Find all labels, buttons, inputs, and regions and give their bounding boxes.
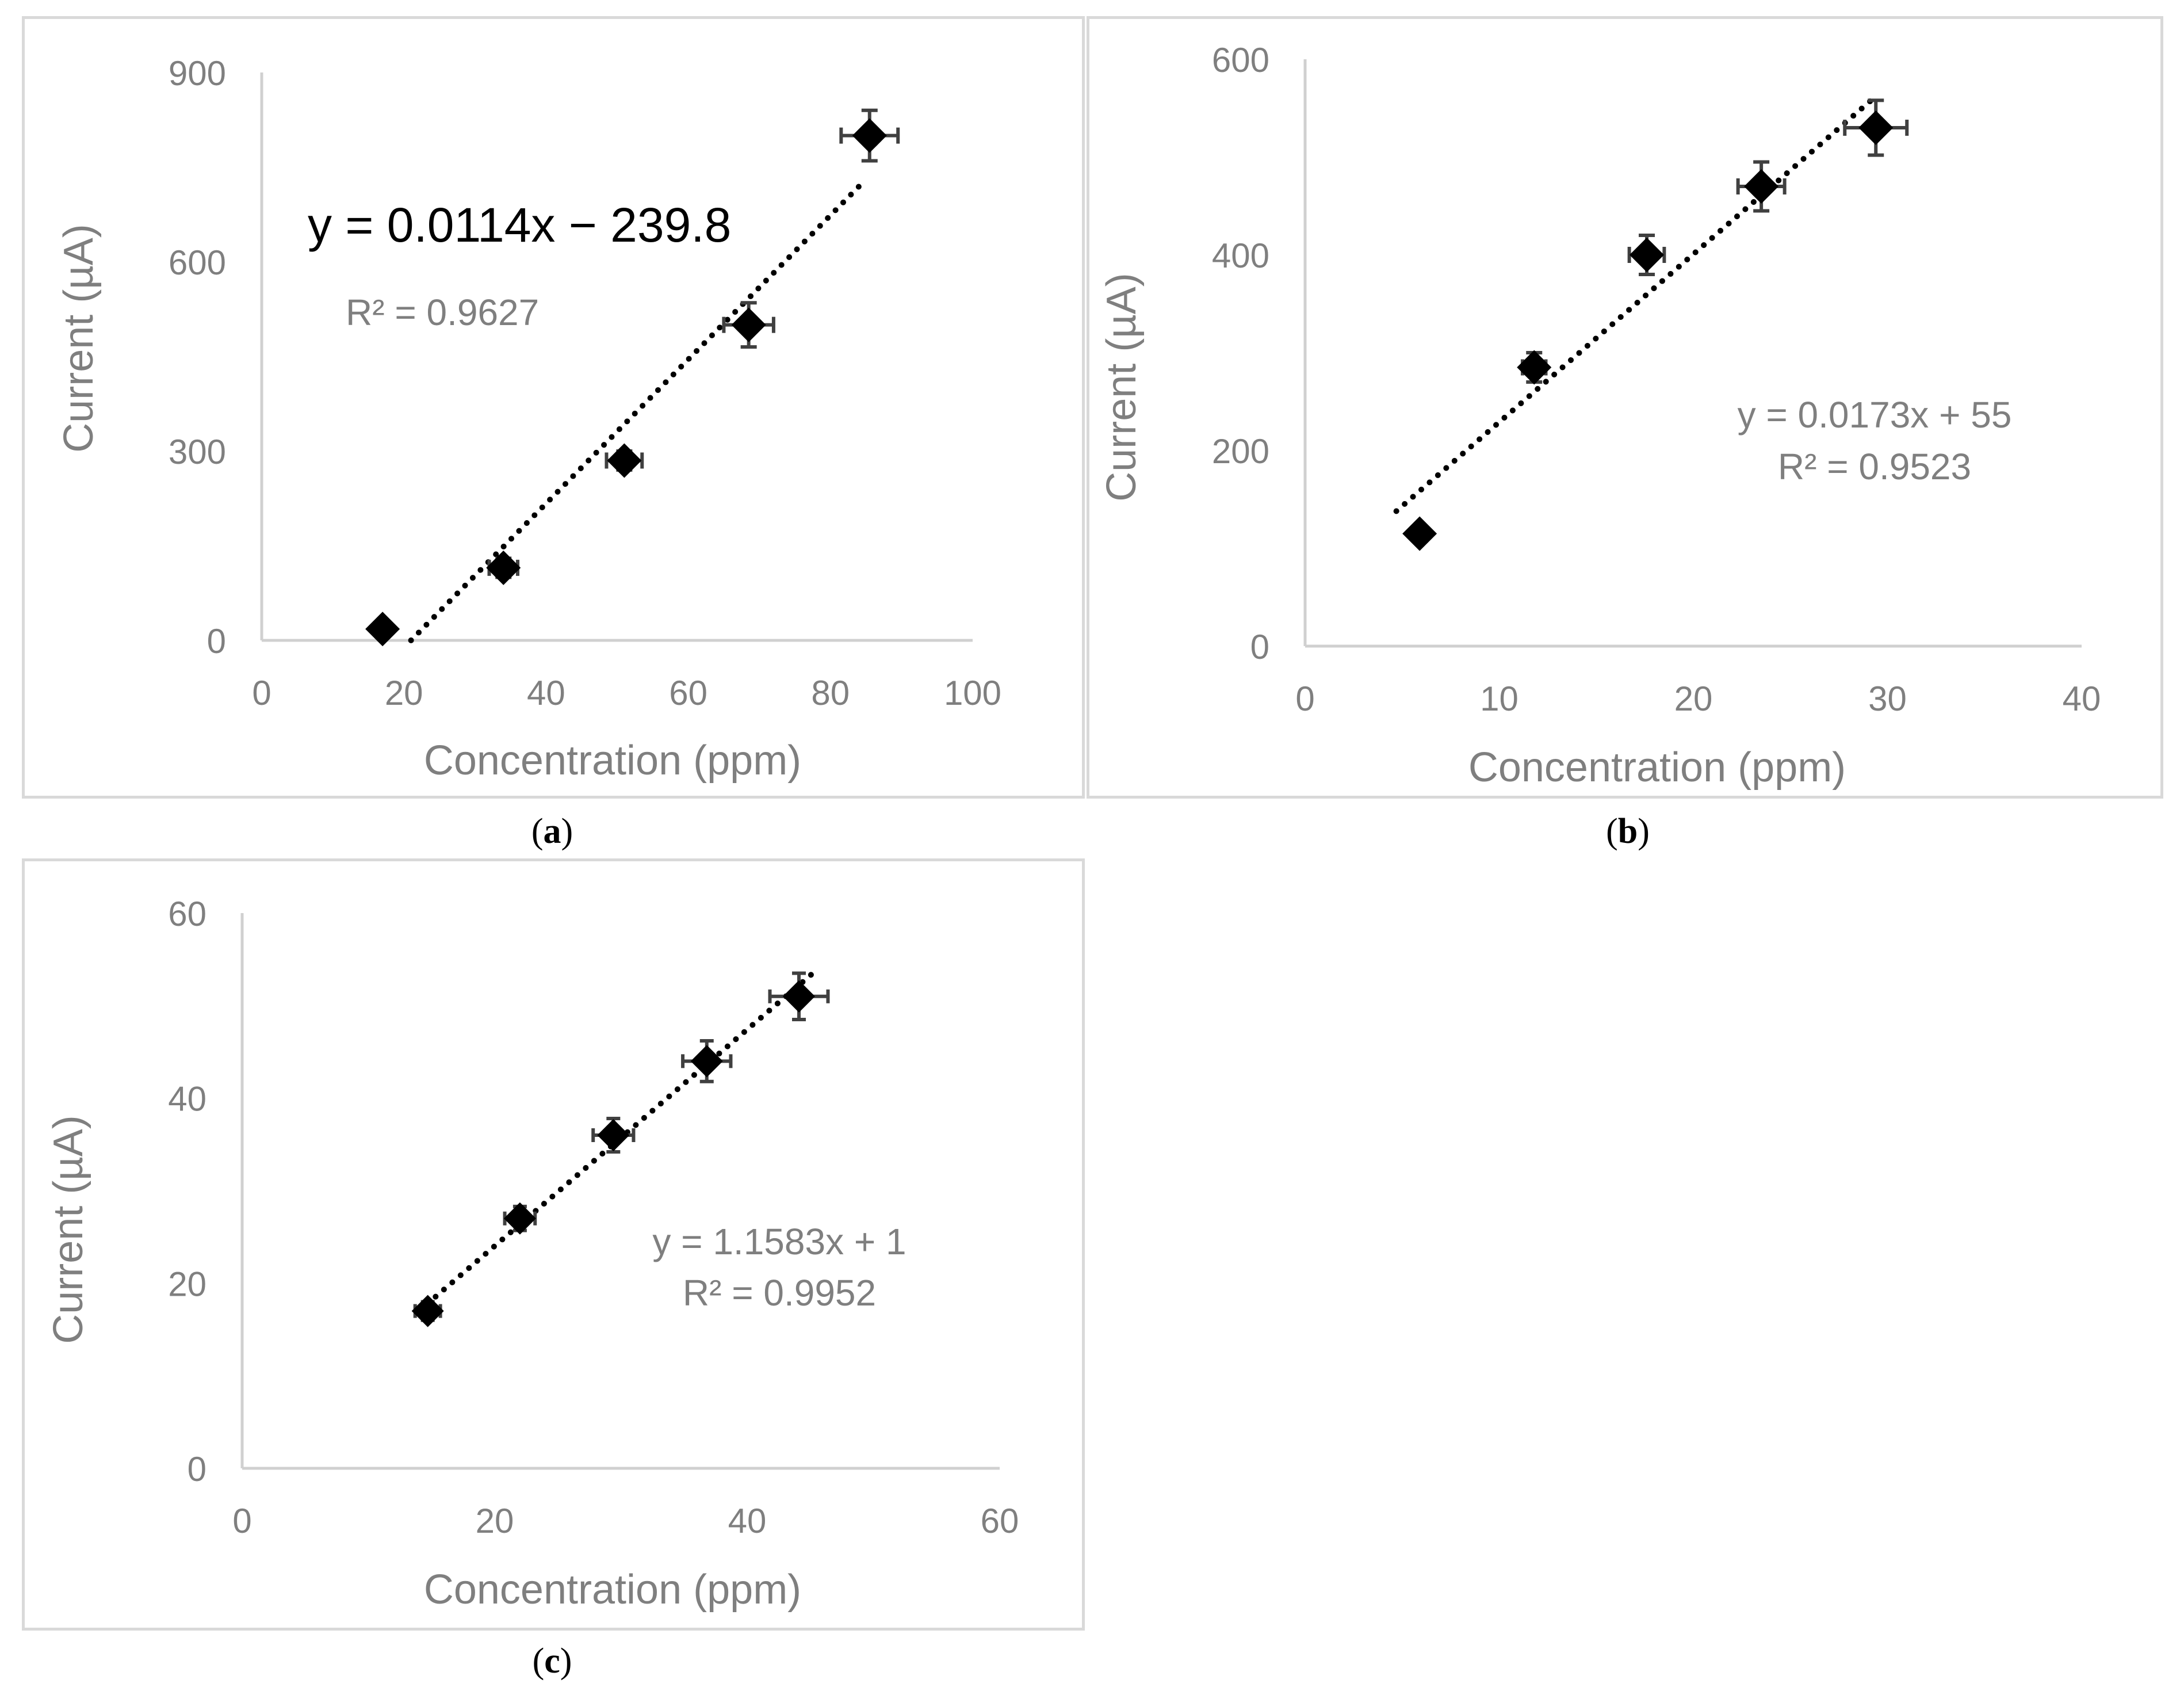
data-points-b — [1402, 98, 1909, 551]
x-tick-label: 0 — [252, 674, 271, 712]
data-point — [722, 301, 775, 349]
data-point — [768, 971, 830, 1021]
chart-b-svg: 0 200 400 600 0 10 20 30 40 Current (µA) Concen… — [1099, 41, 2101, 791]
y-axis-title-b: Current (µA) — [1099, 273, 1145, 502]
data-point — [591, 1117, 636, 1154]
x-tick-label: 60 — [669, 674, 707, 712]
x-tick-label: 20 — [476, 1502, 514, 1540]
trendline-a — [408, 180, 866, 643]
panel-caption-b-letter: b — [1617, 812, 1638, 851]
diamond-marker — [852, 118, 887, 153]
diamond-marker — [782, 980, 815, 1013]
data-point — [1402, 516, 1437, 551]
diamond-marker — [1630, 238, 1664, 272]
r-squared-c: R² = 0.9952 — [683, 1272, 876, 1314]
diamond-marker — [731, 307, 766, 342]
chart-panel-a: 0 300 600 900 0 20 40 60 80 100 Current (µA) Con… — [22, 16, 1085, 799]
y-tick-label: 200 — [1212, 432, 1269, 471]
panel-caption-b: (b) — [1606, 812, 1650, 851]
x-tick-label: 100 — [944, 674, 1001, 712]
diamond-marker — [1402, 516, 1437, 551]
chart-c-svg: 0 20 40 60 0 20 40 60 Current (µA) Concentrati… — [45, 895, 1019, 1613]
x-tick-label: 20 — [385, 674, 423, 712]
panel-caption-c-letter: c — [544, 1641, 560, 1681]
data-point — [839, 108, 900, 163]
x-tick-label: 30 — [1868, 679, 1907, 718]
x-tick-label: 40 — [527, 674, 565, 712]
diamond-marker — [1858, 110, 1894, 145]
data-point — [411, 1295, 444, 1327]
x-tick-labels-b: 0 10 20 30 40 — [1295, 679, 2101, 718]
diamond-marker — [690, 1045, 723, 1078]
data-point — [1736, 160, 1787, 213]
x-tick-labels-a: 0 20 40 60 80 100 — [252, 674, 1001, 712]
diamond-marker — [607, 443, 642, 478]
x-axis-title-c: Concentration (ppm) — [424, 1567, 801, 1613]
diamond-marker — [1517, 350, 1552, 385]
diamond-marker — [486, 550, 521, 585]
y-tick-label: 600 — [169, 243, 226, 282]
x-axis-title-b: Concentration (ppm) — [1468, 745, 1846, 791]
x-tick-labels-c: 0 20 40 60 — [232, 1502, 1019, 1540]
x-axis-title-a: Concentration (ppm) — [424, 738, 801, 784]
y-axis-title-a: Current (µA) — [56, 224, 102, 453]
x-tick-label: 40 — [728, 1502, 767, 1540]
x-tick-label: 40 — [2063, 679, 2101, 718]
panel-caption-a: (a) — [531, 812, 573, 851]
y-tick-label: 600 — [1212, 41, 1269, 79]
trend-equation-c: y = 1.1583x + 1 — [652, 1221, 906, 1262]
y-tick-label: 0 — [1250, 628, 1269, 666]
r-squared-b: R² = 0.9523 — [1778, 446, 1971, 487]
diamond-marker — [365, 612, 400, 647]
trend-equation-b: y = 0.0173x + 55 — [1738, 394, 2012, 436]
data-point — [365, 612, 400, 647]
data-points-c — [411, 971, 830, 1327]
diamond-marker — [597, 1119, 630, 1151]
chart-a-svg: 0 300 600 900 0 20 40 60 80 100 Current (µA) Con… — [56, 54, 1001, 784]
y-tick-label: 40 — [168, 1080, 206, 1118]
y-axis-title-c: Current (µA) — [45, 1115, 91, 1344]
x-tick-label: 20 — [1674, 679, 1713, 718]
y-tick-label: 0 — [188, 1450, 206, 1488]
data-point — [1843, 98, 1909, 157]
trendline-c — [416, 970, 816, 1314]
y-tick-labels-c: 0 20 40 60 — [168, 895, 206, 1488]
data-point — [681, 1039, 733, 1083]
y-tick-label: 20 — [168, 1265, 206, 1303]
x-tick-label: 10 — [1480, 679, 1519, 718]
diamond-marker — [503, 1202, 536, 1235]
chart-panel-b: 0 200 400 600 0 10 20 30 40 Current (µA) Concen… — [1087, 16, 2163, 799]
y-tick-label: 900 — [169, 54, 226, 93]
y-tick-label: 60 — [168, 895, 206, 933]
trend-equation-a: y = 0.0114x − 239.8 — [308, 198, 731, 252]
data-point — [1517, 350, 1552, 385]
y-tick-label: 400 — [1212, 236, 1269, 275]
x-tick-label: 0 — [1295, 679, 1314, 718]
panel-caption-a-letter: a — [543, 812, 561, 851]
x-tick-label: 80 — [811, 674, 850, 712]
y-tick-label: 300 — [169, 433, 226, 471]
data-point — [605, 443, 644, 478]
data-points-a — [365, 108, 900, 647]
diamond-marker — [1744, 169, 1779, 204]
panel-caption-c: (c) — [532, 1641, 572, 1681]
x-tick-label: 0 — [232, 1502, 251, 1540]
x-tick-label: 60 — [981, 1502, 1019, 1540]
y-tick-labels-a: 0 300 600 900 — [169, 54, 226, 661]
data-point — [503, 1202, 537, 1235]
data-point — [1627, 234, 1666, 276]
r-squared-a: R² = 0.9627 — [346, 292, 539, 333]
diamond-marker — [411, 1295, 444, 1327]
y-tick-label: 0 — [207, 622, 226, 661]
y-tick-labels-b: 0 200 400 600 — [1212, 41, 1269, 666]
chart-panel-c: 0 20 40 60 0 20 40 60 Current (µA) Concentrati… — [22, 858, 1085, 1631]
data-point — [486, 550, 521, 585]
